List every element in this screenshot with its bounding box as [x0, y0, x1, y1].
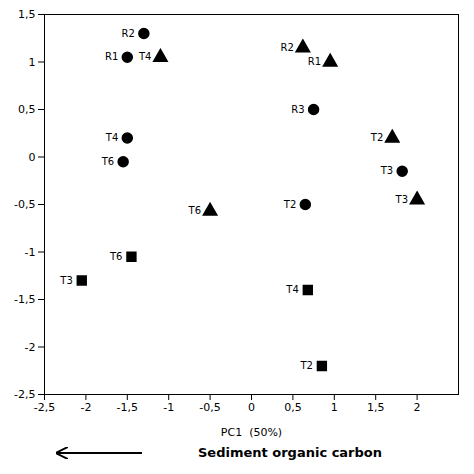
- svg-text:R3: R3: [291, 104, 304, 115]
- svg-text:T4: T4: [105, 132, 118, 143]
- svg-text:-1,5: -1,5: [117, 401, 138, 414]
- svg-text:T3: T3: [59, 275, 72, 286]
- svg-text:2: 2: [414, 401, 421, 414]
- svg-text:R1: R1: [105, 51, 118, 62]
- svg-text:0,5: 0,5: [284, 401, 302, 414]
- svg-text:T2: T2: [283, 199, 296, 210]
- svg-text:1,5: 1,5: [367, 401, 385, 414]
- svg-text:0,5: 0,5: [18, 103, 36, 116]
- svg-text:T6: T6: [109, 251, 122, 262]
- svg-text:T4: T4: [285, 284, 298, 295]
- svg-text:-0,5: -0,5: [14, 198, 35, 211]
- svg-text:1,5: 1,5: [18, 8, 36, 21]
- svg-text:-1,5: -1,5: [14, 293, 35, 306]
- svg-text:T3: T3: [380, 165, 393, 176]
- svg-text:0: 0: [29, 151, 36, 164]
- svg-text:-1: -1: [25, 246, 36, 259]
- svg-text:T6: T6: [188, 205, 201, 216]
- svg-text:1: 1: [29, 56, 36, 69]
- svg-text:1: 1: [331, 401, 338, 414]
- svg-text:PC1 (50%): PC1 (50%): [221, 426, 282, 439]
- svg-text:-0,5: -0,5: [199, 401, 220, 414]
- svg-text:T4: T4: [138, 51, 151, 62]
- svg-text:T3: T3: [395, 194, 408, 205]
- svg-text:R2: R2: [281, 42, 294, 53]
- svg-text:R2: R2: [122, 28, 135, 39]
- svg-text:Sediment organic carbon: Sediment organic carbon: [198, 445, 382, 460]
- svg-text:-2,5: -2,5: [34, 401, 55, 414]
- svg-text:-1: -1: [163, 401, 174, 414]
- svg-text:T2: T2: [299, 360, 312, 371]
- svg-text:T2: T2: [370, 132, 383, 143]
- svg-text:-2,5: -2,5: [14, 388, 35, 401]
- svg-text:R1: R1: [308, 56, 321, 67]
- svg-text:0: 0: [248, 401, 255, 414]
- svg-text:-2: -2: [80, 401, 91, 414]
- svg-text:T6: T6: [101, 156, 114, 167]
- svg-text:-2: -2: [25, 341, 36, 354]
